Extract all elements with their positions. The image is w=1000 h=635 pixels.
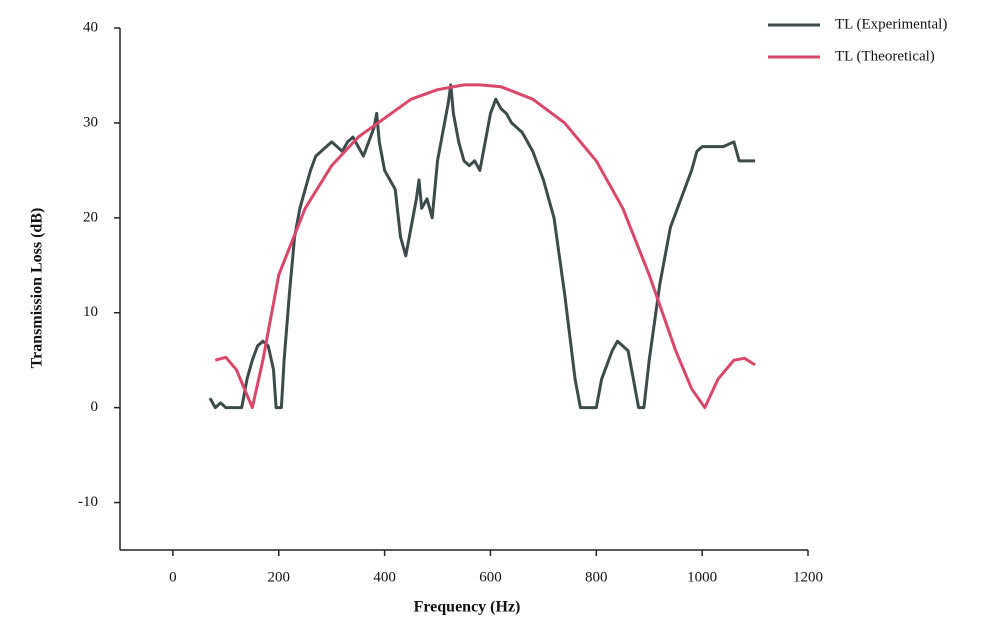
x-tick-label: 400 — [373, 569, 396, 585]
series-line — [214, 83, 756, 410]
y-tick-label: 10 — [83, 304, 98, 320]
y-tick-label: 0 — [91, 399, 99, 415]
x-tick-label: 1000 — [687, 569, 717, 585]
y-tick-label: 30 — [83, 114, 98, 130]
legend-label: TL (Theoretical) — [835, 48, 935, 64]
x-tick-label: 600 — [479, 569, 502, 585]
x-tick-label: 1200 — [793, 569, 823, 585]
x-tick-label: 0 — [169, 569, 177, 585]
y-axis-title: Transmission Loss (dB) — [29, 208, 46, 369]
x-tick-label: 800 — [585, 569, 608, 585]
legend-label: TL (Experimental) — [835, 16, 947, 32]
x-axis-title: Frequency (Hz) — [414, 599, 521, 616]
x-tick-label: 200 — [268, 569, 291, 585]
y-tick-label: -10 — [78, 494, 98, 510]
y-tick-label: 20 — [83, 209, 98, 225]
series-line — [208, 83, 756, 410]
y-tick-label: 40 — [83, 19, 98, 35]
